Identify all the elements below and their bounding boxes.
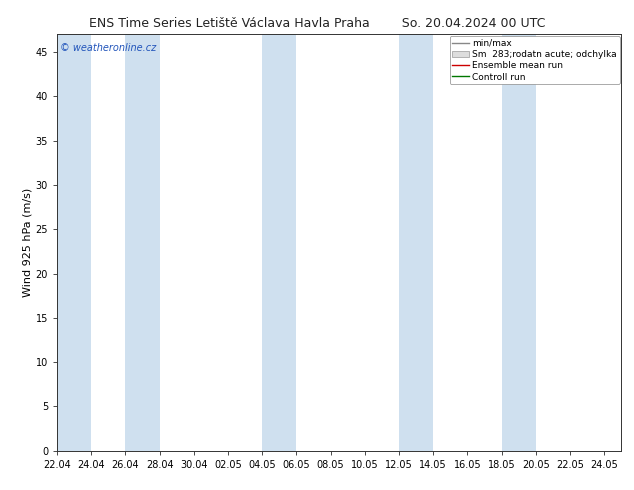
Bar xyxy=(501,34,536,451)
Bar xyxy=(399,34,433,451)
Y-axis label: Wind 925 hPa (m/s): Wind 925 hPa (m/s) xyxy=(23,188,33,297)
Bar xyxy=(57,34,91,451)
Legend: min/max, Sm  283;rodatn acute; odchylka, Ensemble mean run, Controll run: min/max, Sm 283;rodatn acute; odchylka, … xyxy=(450,36,619,84)
Bar xyxy=(126,34,160,451)
Bar xyxy=(262,34,297,451)
Text: © weatheronline.cz: © weatheronline.cz xyxy=(60,43,156,52)
Text: ENS Time Series Letiště Václava Havla Praha        So. 20.04.2024 00 UTC: ENS Time Series Letiště Václava Havla Pr… xyxy=(89,17,545,30)
